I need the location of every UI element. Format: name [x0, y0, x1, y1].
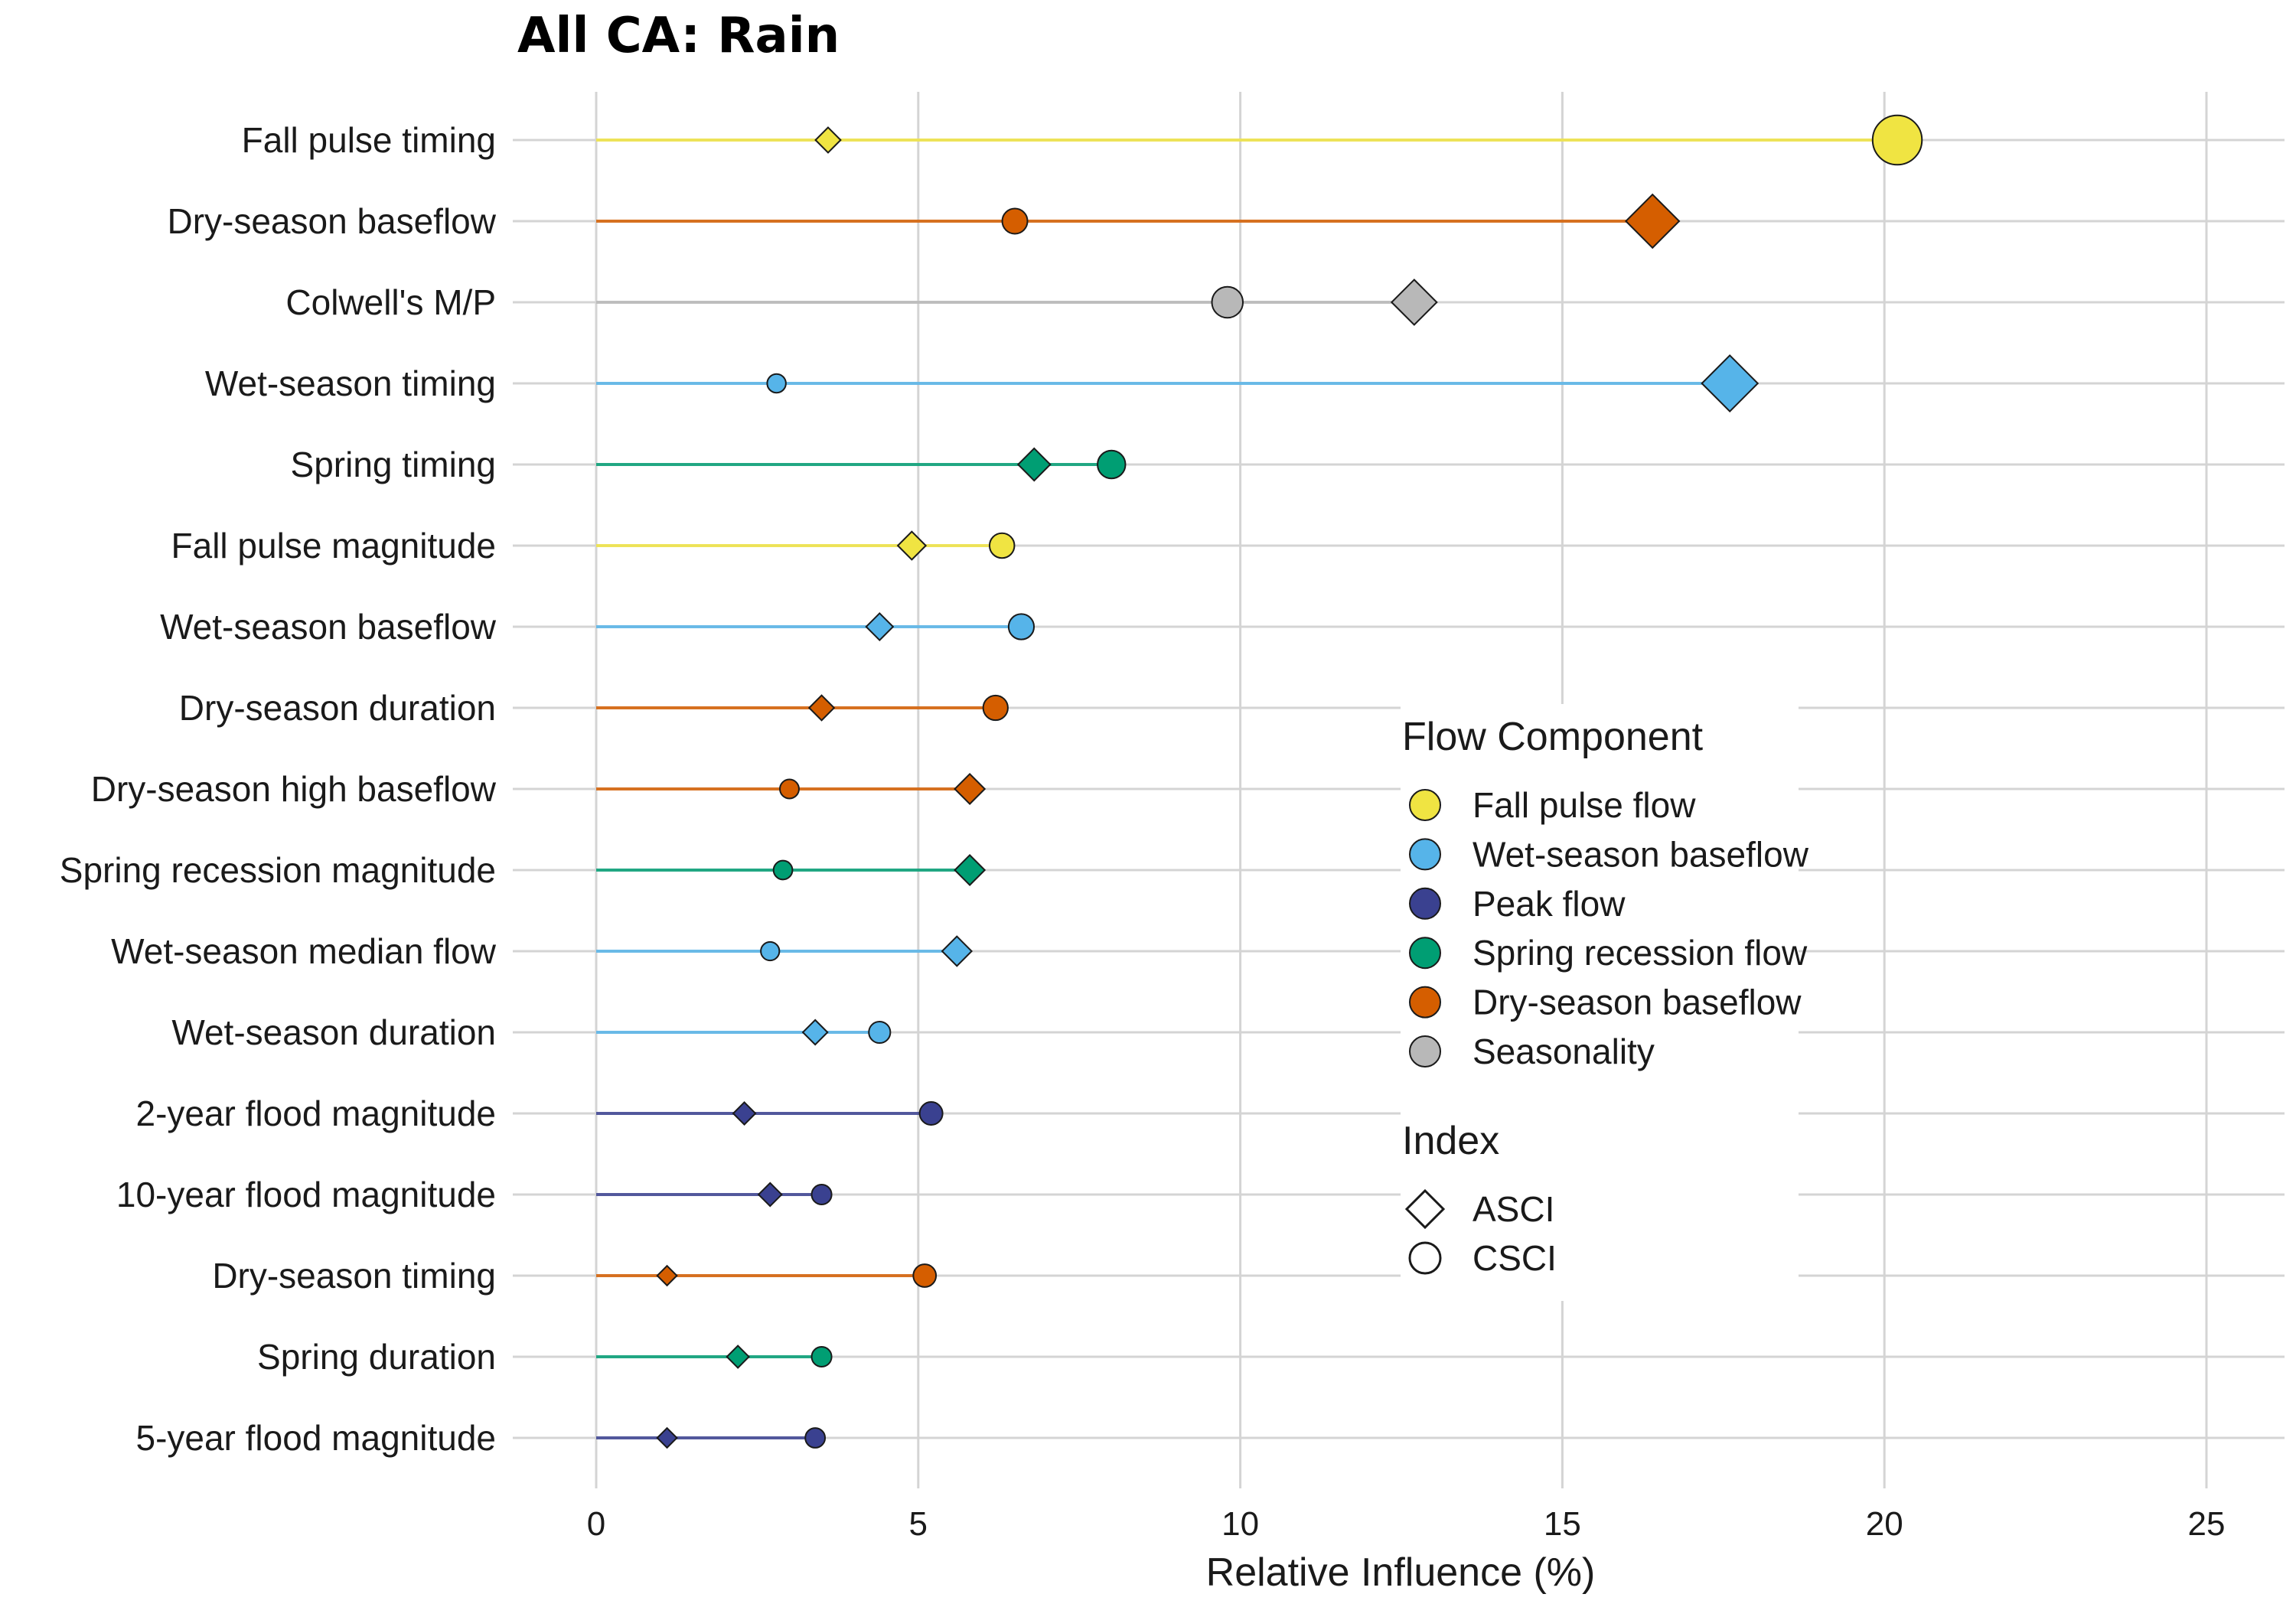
asci-point	[954, 772, 987, 806]
asci-point	[865, 612, 895, 641]
y-axis-label: Wet-season timing	[205, 363, 496, 403]
y-axis-labels: Fall pulse timing Dry-season baseflow Colw…	[60, 120, 497, 1458]
csci-point	[1007, 613, 1035, 641]
legend-item-label: Wet-season baseflow	[1473, 834, 1809, 874]
y-axis-label: Fall pulse timing	[242, 120, 496, 160]
y-axis-label: 10-year flood magnitude	[116, 1175, 496, 1214]
y-axis-label: Spring recession magnitude	[60, 850, 496, 890]
csci-point	[1001, 207, 1029, 235]
csci-point	[810, 1183, 833, 1206]
legend-item-label: Seasonality	[1473, 1032, 1655, 1071]
legend-background	[1401, 704, 1799, 1301]
x-axis-label: Relative Influence (%)	[1206, 1550, 1596, 1595]
x-tick-label: 0	[587, 1505, 605, 1543]
asci-point	[1390, 279, 1438, 326]
chart-title: All CA: Rain	[517, 8, 840, 64]
legend-item-label: Spring recession flow	[1473, 933, 1808, 973]
y-axis-label: Wet-season baseflow	[160, 607, 497, 647]
legend-item-label: CSCI	[1473, 1238, 1557, 1278]
csci-point	[1097, 449, 1127, 480]
csci-point	[1211, 285, 1244, 319]
legend-circle-symbol	[1408, 1241, 1442, 1275]
asci-point	[807, 694, 836, 722]
asci-point	[732, 1101, 757, 1126]
asci-point	[726, 1345, 750, 1369]
legend-title-component: Flow Component	[1402, 715, 1704, 759]
legend: Flow Component Fall pulse flow Wet-season …	[1401, 704, 1809, 1301]
asci-point	[656, 1264, 678, 1287]
x-tick-label: 10	[1221, 1505, 1259, 1543]
legend-title-index: Index	[1402, 1119, 1499, 1163]
csci-point	[804, 1427, 827, 1449]
asci-point	[941, 935, 974, 967]
asci-point	[954, 853, 987, 887]
legend-item-label: Peak flow	[1473, 884, 1626, 924]
data-points	[656, 114, 1923, 1449]
y-axis-label: Wet-season duration	[171, 1012, 496, 1052]
csci-point	[988, 532, 1016, 559]
x-tick-label: 25	[2188, 1505, 2226, 1543]
asci-point	[896, 530, 928, 561]
csci-point	[779, 778, 800, 800]
asci-point	[1016, 447, 1052, 482]
csci-point	[982, 694, 1009, 722]
asci-point	[1701, 354, 1760, 412]
y-axis-label: Colwell's M/P	[285, 282, 496, 322]
x-tick-label: 15	[1544, 1505, 1581, 1543]
legend-swatch	[1409, 887, 1441, 920]
csci-point	[772, 859, 794, 881]
csci-point	[912, 1263, 938, 1288]
y-axis-label: Dry-season timing	[212, 1256, 496, 1296]
legend-item-label: ASCI	[1473, 1189, 1554, 1229]
legend-swatch	[1409, 1035, 1441, 1068]
x-tick-label: 20	[1866, 1505, 1903, 1543]
y-axis-label: 2-year flood magnitude	[135, 1094, 496, 1133]
asci-point	[1624, 193, 1681, 249]
asci-point	[757, 1182, 783, 1208]
legend-item-label: Fall pulse flow	[1473, 785, 1696, 825]
legend-swatch	[1409, 986, 1441, 1019]
y-axis-label: Dry-season baseflow	[167, 201, 496, 241]
x-axis-tick-labels: 0 5 10 15 20 25	[587, 1505, 2226, 1543]
csci-point	[1871, 114, 1923, 166]
legend-swatch	[1409, 838, 1441, 871]
csci-point	[810, 1345, 833, 1368]
y-axis-label: 5-year flood magnitude	[135, 1418, 496, 1458]
asci-point	[801, 1019, 829, 1046]
y-axis-label: Dry-season high baseflow	[91, 769, 497, 809]
legend-swatch	[1409, 789, 1441, 821]
y-axis-label: Wet-season median flow	[111, 931, 497, 971]
y-axis-label: Fall pulse magnitude	[171, 526, 496, 566]
y-axis-label: Spring duration	[257, 1337, 496, 1377]
csci-point	[760, 940, 781, 962]
y-axis-label: Spring timing	[291, 445, 496, 484]
csci-point	[918, 1101, 944, 1126]
x-tick-label: 5	[909, 1505, 928, 1543]
legend-item-label: Dry-season baseflow	[1473, 983, 1802, 1022]
asci-point	[656, 1426, 678, 1449]
asci-point	[814, 126, 842, 154]
csci-point	[868, 1020, 892, 1045]
legend-diamond-symbol	[1404, 1188, 1446, 1230]
csci-point	[766, 373, 787, 394]
y-axis-label: Dry-season duration	[179, 688, 496, 728]
legend-swatch	[1409, 937, 1441, 970]
